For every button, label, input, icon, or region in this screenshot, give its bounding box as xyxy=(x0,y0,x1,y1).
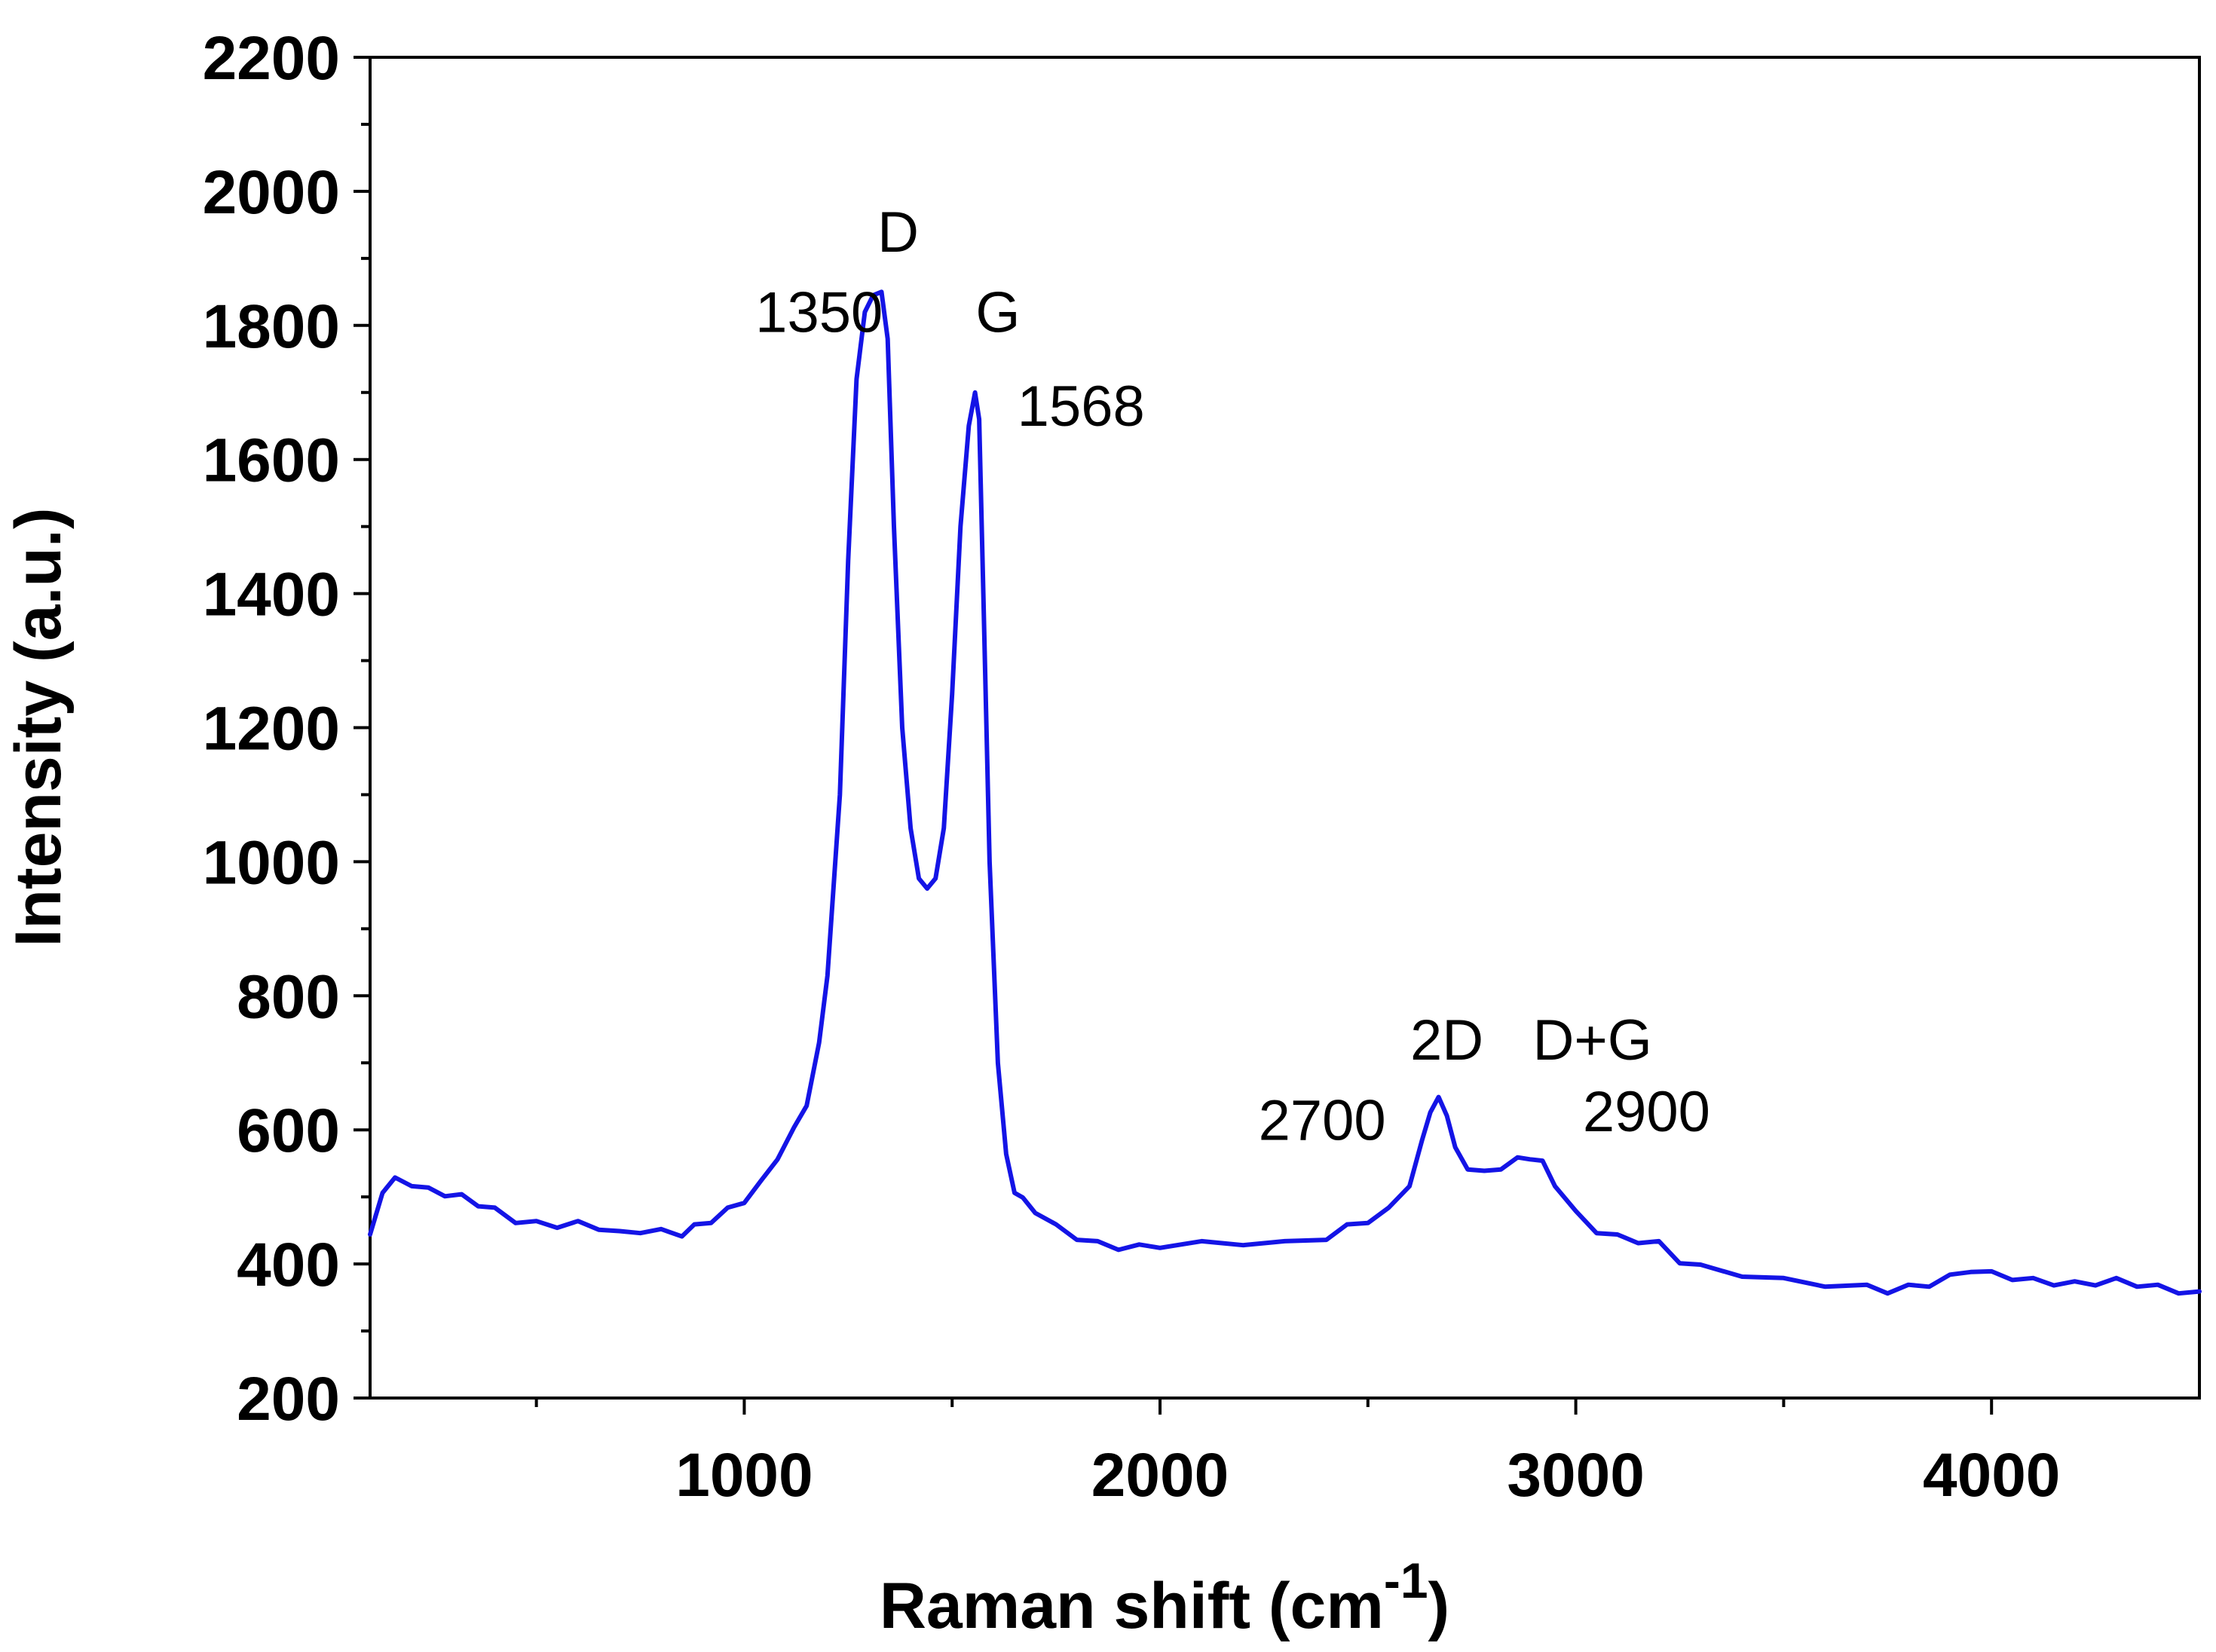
y-tick-label: 200 xyxy=(237,1365,340,1433)
y-tick-label: 1600 xyxy=(203,427,340,495)
x-axis-title: Raman shift (cm-1) xyxy=(880,1553,1449,1642)
peak-annotation: 2900 xyxy=(1583,1080,1710,1144)
x-axis-ticks xyxy=(534,1398,1994,1415)
y-tick-label: 400 xyxy=(237,1231,340,1299)
peak-annotation: 2700 xyxy=(1259,1089,1386,1153)
y-tick-label: 1400 xyxy=(203,561,340,629)
peak-annotation: 1568 xyxy=(1018,375,1145,439)
y-axis-title: Intensity (a.u.) xyxy=(2,508,75,947)
y-tick-label: 800 xyxy=(237,962,340,1031)
x-axis-title-close: ) xyxy=(1428,1570,1450,1642)
spectrum-line xyxy=(368,289,2202,1296)
y-axis-ticks xyxy=(354,56,370,1400)
peak-annotation: G xyxy=(975,281,1020,345)
x-tick-label: 1000 xyxy=(675,1441,813,1510)
peak-annotations: D 1350 G 1568 2D 2700 D+G 2900 xyxy=(755,200,1710,1153)
y-tick-label: 1800 xyxy=(203,292,340,361)
y-tick-label: 1000 xyxy=(203,828,340,897)
x-axis-tick-labels: 1000 2000 3000 4000 xyxy=(675,1441,2060,1510)
peak-annotation: 2D xyxy=(1410,1008,1483,1072)
plot-frame xyxy=(369,56,2201,1400)
x-tick-label: 4000 xyxy=(1923,1441,2060,1510)
peak-annotation: D+G xyxy=(1532,1008,1651,1072)
x-axis-title-main: Raman shift (cm xyxy=(880,1570,1384,1642)
y-tick-label: 600 xyxy=(237,1097,340,1165)
y-tick-label: 2200 xyxy=(203,24,340,93)
y-tick-label: 1200 xyxy=(203,695,340,763)
x-tick-label: 2000 xyxy=(1091,1441,1229,1510)
y-axis-tick-labels: 200 400 600 800 1000 1200 1400 1600 1800 2000 2200 xyxy=(203,24,340,1433)
x-axis-title-superscript: -1 xyxy=(1384,1553,1428,1608)
x-tick-label: 3000 xyxy=(1507,1441,1644,1510)
peak-annotation: D xyxy=(877,200,919,265)
peak-annotation: 1350 xyxy=(755,281,883,345)
y-tick-label: 2000 xyxy=(203,158,340,227)
